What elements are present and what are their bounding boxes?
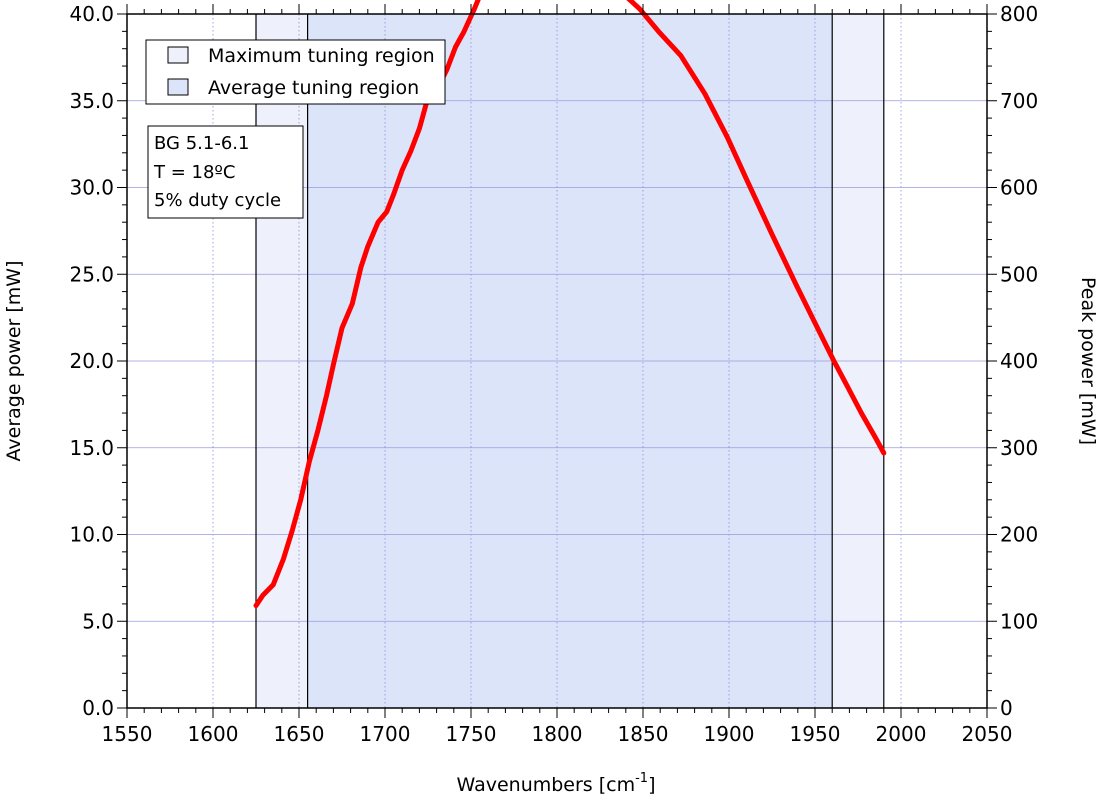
legend-label-max: Maximum tuning region — [208, 45, 435, 67]
info-box: BG 5.1-6.1 T = 18ºC 5% duty cycle — [147, 125, 304, 219]
info-line-1: BG 5.1-6.1 — [154, 133, 249, 154]
y2-tick-label: 200 — [1000, 523, 1038, 547]
legend-swatch-avg — [167, 78, 189, 96]
y2-tick-label: 300 — [1000, 436, 1038, 460]
y-tick-label: 15.0 — [69, 436, 114, 460]
legend-swatch-max — [167, 46, 189, 64]
x-tick-label: 1650 — [274, 722, 325, 746]
y2-tick-label: 500 — [1000, 262, 1038, 286]
x-tick-label: 1550 — [102, 722, 153, 746]
x-tick-label: 1750 — [446, 722, 497, 746]
y2-tick-label: 800 — [1000, 2, 1038, 26]
legend-label-avg: Average tuning region — [208, 77, 419, 99]
y-tick-label: 30.0 — [69, 176, 114, 200]
info-box-frame — [147, 125, 304, 219]
legend-box — [145, 39, 446, 105]
info-line-2: T = 18ºC — [153, 162, 235, 183]
y-tick-label: 25.0 — [69, 262, 114, 286]
y2-tick-label: 700 — [1000, 89, 1038, 113]
x-axis-title: Wavenumbers [cm-1] — [457, 771, 656, 796]
x-tick-label: 1700 — [360, 722, 411, 746]
x-tick-label: 1950 — [790, 722, 841, 746]
x-tick-label: 2000 — [876, 722, 927, 746]
x-tick-label: 2050 — [962, 722, 1013, 746]
legend: Maximum tuning region Average tuning reg… — [145, 39, 446, 105]
y2-tick-label: 400 — [1000, 349, 1038, 373]
y-tick-label: 35.0 — [69, 89, 114, 113]
x-tick-label: 1850 — [618, 722, 669, 746]
y-tick-label: 20.0 — [69, 349, 114, 373]
y-tick-label: 40.0 — [69, 2, 114, 26]
y-tick-label: 0.0 — [82, 696, 114, 720]
y2-tick-label: 600 — [1000, 176, 1038, 200]
x-tick-label: 1800 — [532, 722, 583, 746]
y-tick-label: 5.0 — [82, 609, 114, 633]
x-tick-label: 1600 — [188, 722, 239, 746]
info-line-3: 5% duty cycle — [154, 190, 281, 211]
y-axis-title: Average power [mW] — [3, 261, 25, 462]
y2-tick-label: 0 — [1000, 696, 1013, 720]
y-tick-label: 10.0 — [69, 523, 114, 547]
x-tick-label: 1900 — [704, 722, 755, 746]
series-line-0 — [253, 0, 887, 609]
y2-axis-title: Peak power [mW] — [1077, 277, 1099, 445]
y2-tick-label: 100 — [1000, 609, 1038, 633]
